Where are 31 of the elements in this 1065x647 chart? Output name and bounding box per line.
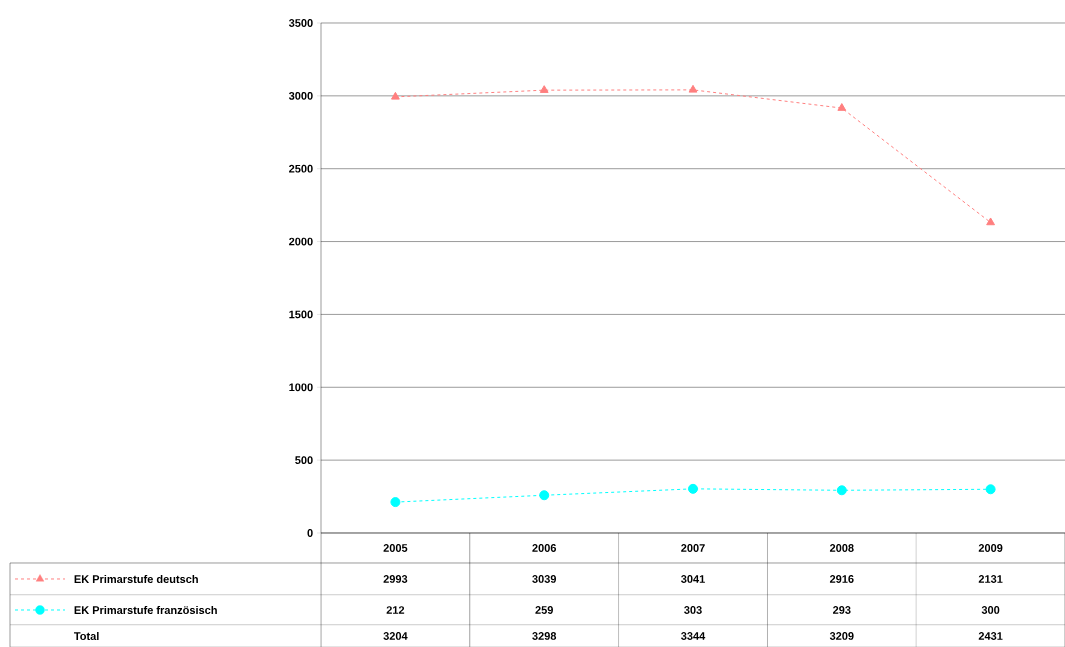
y-tick-label: 2000: [289, 237, 313, 246]
y-tick-label: 1000: [289, 383, 313, 392]
text: 3209: [829, 632, 854, 640]
data-label: 3039: [532, 575, 557, 583]
x-tick-label: 2006: [532, 544, 557, 552]
data-label: 303: [684, 606, 702, 614]
data-label: 2993: [383, 575, 408, 583]
x-tick-label: 2009: [978, 544, 1003, 552]
data-label: 2916: [829, 575, 854, 583]
x-tick-label: 2005: [383, 544, 408, 552]
data-label: 259: [535, 606, 553, 614]
data-label: 300: [981, 606, 1000, 614]
text: 3344: [681, 632, 706, 640]
data-label: 212: [386, 606, 405, 614]
y-tick-label: 1500: [289, 310, 313, 319]
y-tick-label: 0: [307, 529, 313, 537]
text: 2431: [978, 632, 1003, 640]
x-tick-label: 2007: [681, 544, 705, 552]
data-label: 293: [833, 606, 851, 614]
y-tick-label: 2500: [289, 164, 313, 173]
data-label: 2131: [978, 575, 1003, 583]
text: 3298: [532, 632, 557, 640]
y-tick-label: 500: [295, 456, 313, 465]
text: 3204: [383, 632, 408, 640]
text: Total: [74, 631, 99, 641]
legend-label: EK Primarstufe französisch: [74, 605, 217, 615]
data-label: 3041: [681, 575, 705, 583]
x-tick-label: 2008: [829, 544, 854, 552]
y-tick-label: 3500: [288, 19, 313, 27]
legend-label: EK Primarstufe deutsch: [74, 574, 198, 584]
y-tick-label: 3000: [288, 91, 313, 100]
